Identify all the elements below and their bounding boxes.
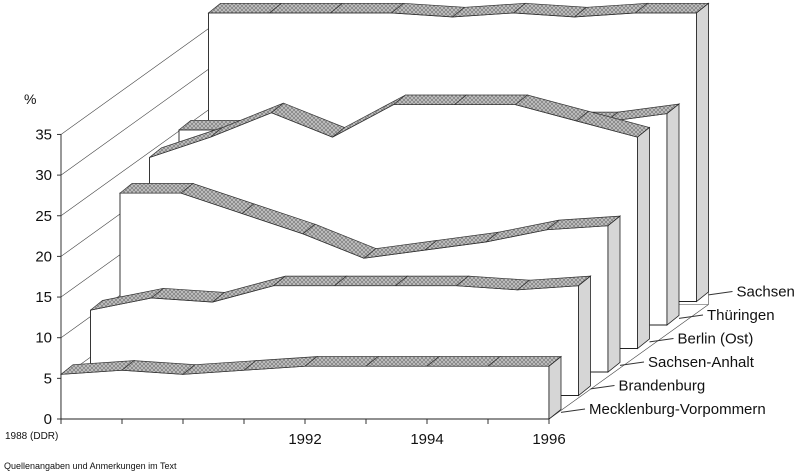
y-tick-label: 30 (35, 167, 52, 184)
series-label-connector (649, 338, 674, 343)
floor-gridline-8 (548, 304, 709, 420)
series-end-cap (607, 215, 621, 373)
series-point-1993 (392, 94, 468, 105)
series-layer (59, 2, 710, 420)
series-point-1990 (268, 2, 344, 14)
series-end-cap (548, 355, 562, 420)
label-layer: % Quellenangaben und Anmerkungen im Text… (4, 91, 795, 471)
y-tick-label: 20 (35, 248, 52, 265)
series-point-1989 (119, 183, 194, 194)
series-mecklenburg-vorpommern (59, 355, 562, 420)
series-label-connector (678, 314, 704, 319)
series-label: Berlin (Ost) (678, 331, 754, 348)
series-point-1993 (304, 356, 379, 367)
series-point-1989 (207, 2, 283, 14)
y-tick-label: 35 (35, 126, 52, 143)
y-tick-label: 25 (35, 208, 52, 225)
y-tick-label: 5 (44, 370, 52, 387)
series-label-connector (708, 291, 733, 296)
y-axis-unit-label: % (24, 91, 36, 107)
x-tick-label: 1996 (532, 431, 565, 448)
series-end-cap (578, 275, 591, 397)
y-tick-label: 15 (35, 289, 52, 306)
series-label-connector (590, 385, 615, 390)
series-point-1996 (634, 2, 710, 14)
y-tick-label: 10 (35, 330, 52, 347)
series-label-connector (619, 361, 645, 366)
series-label-connector (560, 408, 586, 413)
series-point-1993 (333, 275, 409, 287)
series-label: Brandenburg (619, 378, 706, 395)
series-end-cap (637, 126, 650, 350)
series-label: Mecklenburg-Vorpommern (589, 401, 766, 418)
x-tick-label: 1994 (410, 431, 443, 448)
series-point-1991 (329, 2, 405, 14)
series-end-cap (696, 2, 709, 303)
series-point-1995 (426, 356, 501, 367)
series-point-1994 (394, 275, 470, 287)
series-label: Sachsen (737, 284, 795, 301)
series-point-1996 (487, 356, 562, 367)
series-face (60, 365, 550, 420)
gridline-y-35 (60, 19, 221, 135)
gridline-y-30 (60, 60, 221, 176)
series-end-cap (666, 103, 680, 326)
footnote: Quellenangaben und Anmerkungen im Text (4, 461, 177, 471)
y-tick-label: 0 (44, 411, 52, 428)
x-tick-label: 1988 (DDR) (5, 431, 58, 442)
series-point-1994 (453, 94, 529, 105)
series-point-1994 (365, 356, 440, 367)
series-point-1992 (272, 275, 348, 287)
series-label: Thüringen (707, 307, 775, 324)
x-tick-label: 1992 (288, 431, 321, 448)
series-label: Sachsen-Anhalt (648, 354, 755, 371)
